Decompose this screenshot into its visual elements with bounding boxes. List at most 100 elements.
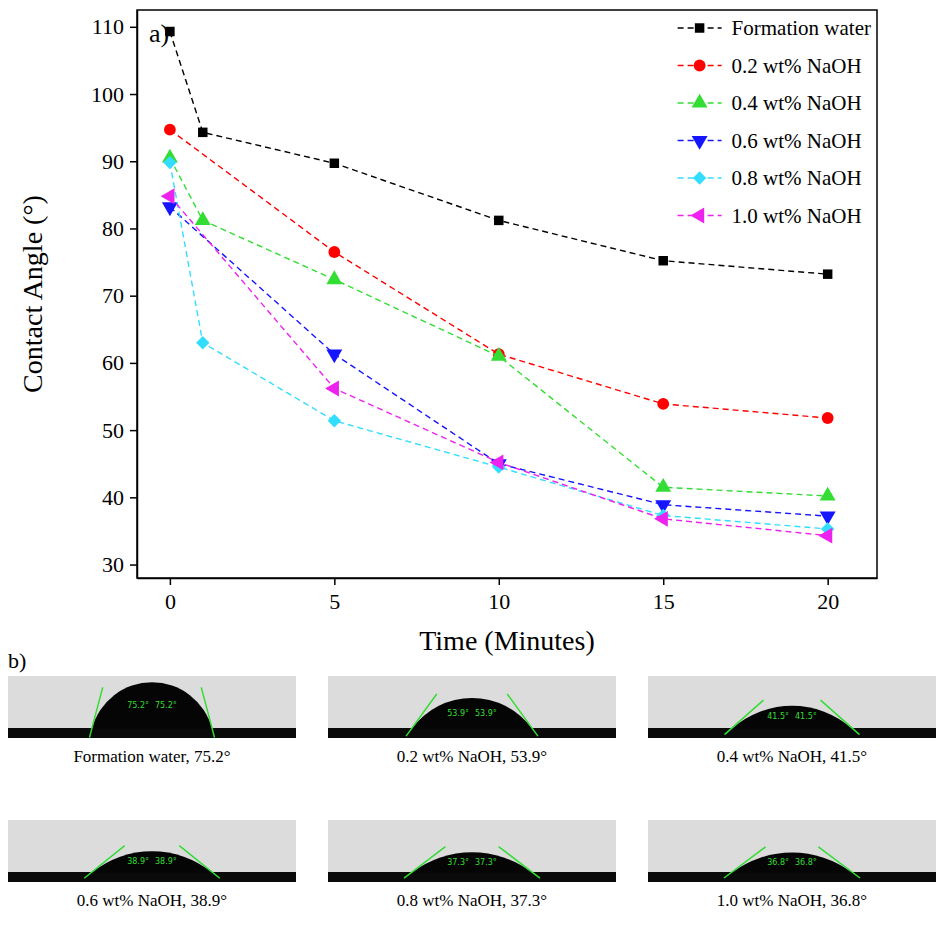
angle-label: 37.3° [447, 858, 469, 867]
panel-label: b) [8, 648, 26, 673]
data-point [326, 350, 342, 364]
droplet-background [328, 676, 616, 738]
substrate [648, 728, 936, 738]
legend-swatch-marker [692, 136, 708, 150]
y-tick-mark [130, 430, 137, 432]
y-tick: 50 [102, 418, 137, 443]
droplet [92, 682, 212, 728]
droplet-caption: Formation water, 75.2° [73, 747, 230, 766]
droplet-image: 36.8°36.8° [648, 820, 936, 882]
droplet [412, 852, 532, 872]
y-tick-mark [130, 161, 137, 163]
droplet-clip [8, 820, 296, 882]
series-line [170, 207, 828, 516]
droplet-caption: 0.2 wt% NaOH, 53.9° [397, 747, 547, 766]
data-point [328, 414, 341, 427]
data-point [163, 156, 176, 169]
data-point [490, 454, 504, 470]
droplet-background [648, 676, 936, 738]
data-point [822, 412, 834, 424]
x-tick-mark [334, 578, 336, 585]
droplet-image: 75.2° 75.2° [8, 676, 296, 738]
legend-entry: 0.2 wt% NaOH [678, 54, 862, 78]
angle-label: 75.2° [155, 701, 177, 710]
line-chart: 0510152030405060708090100110Time (Minute… [17, 10, 878, 656]
x-tick-mark [499, 578, 501, 585]
y-tick: 30 [102, 552, 137, 577]
y-tick-label: 70 [102, 283, 124, 308]
y-tick-label: 100 [91, 82, 124, 107]
droplet-clip [328, 676, 616, 738]
data-point [823, 269, 832, 278]
tangent-line [499, 847, 540, 879]
droplet-image: 41.5°41.5° [648, 676, 936, 738]
data-point [330, 159, 339, 168]
x-tick-mark [663, 578, 665, 585]
tangent-line [406, 694, 437, 736]
data-point [198, 128, 207, 137]
angle-label: 37.3° [475, 858, 497, 867]
data-point [491, 347, 507, 361]
y-axis-title: Contact Angle (°) [17, 195, 48, 393]
y-tick-mark [130, 497, 137, 499]
y-tick: 60 [102, 350, 137, 375]
data-point [162, 202, 178, 216]
x-tick: 0 [165, 578, 176, 614]
droplet-image: 37.3° 37.3° [328, 820, 616, 882]
series-line [170, 163, 828, 529]
x-axis-title: Time (Minutes) [419, 625, 595, 656]
angle-label: 38.9° [127, 857, 149, 866]
series-line [170, 196, 828, 535]
y-tick: 100 [91, 82, 137, 107]
x-tick: 20 [817, 578, 839, 614]
data-point [161, 188, 175, 204]
legend-entry: 1.0 wt% NaOH [678, 204, 862, 228]
droplet-caption: 1.0 wt% NaOH, 36.8° [717, 891, 867, 910]
y-tick-mark [130, 363, 137, 365]
droplet-clip [648, 820, 936, 882]
droplet [732, 853, 852, 873]
legend-entry: 0.8 wt% NaOH [678, 166, 862, 190]
x-tick: 15 [653, 578, 675, 614]
angle-label: 53.9° [475, 709, 497, 718]
legend-label: 0.2 wt% NaOH [732, 54, 862, 78]
legend-swatch-marker [693, 171, 706, 184]
legend-entry: 0.6 wt% NaOH [678, 129, 862, 153]
legend-label: 0.4 wt% NaOH [732, 91, 862, 115]
legend-entry: Formation water [678, 16, 871, 40]
series-line [170, 158, 828, 496]
legend-label: 0.6 wt% NaOH [732, 129, 862, 153]
data-point [820, 487, 836, 501]
droplet-clip [648, 676, 936, 738]
y-tick-label: 30 [102, 552, 124, 577]
data-point [494, 216, 503, 225]
legend-swatch-marker [692, 94, 708, 108]
tangent-line [818, 847, 860, 878]
droplet [732, 706, 852, 729]
x-tick-label: 10 [488, 589, 510, 614]
y-tick-label: 40 [102, 485, 124, 510]
data-point [164, 124, 176, 136]
data-point [654, 511, 668, 527]
legend-swatch-marker [695, 23, 704, 32]
tangent-line [179, 846, 219, 879]
x-tick-label: 20 [817, 589, 839, 614]
angle-label: 75.2° [127, 701, 149, 710]
tangent-line [507, 694, 538, 736]
x-tick: 10 [488, 578, 510, 614]
droplet [92, 851, 212, 872]
data-point [658, 256, 667, 265]
series-line [170, 130, 828, 418]
series [162, 202, 836, 525]
tangent-line [89, 687, 102, 737]
data-point [325, 380, 339, 396]
y-axis: 30405060708090100110 [91, 11, 138, 579]
legend-swatch-marker [690, 208, 704, 224]
droplet-clip [8, 676, 296, 738]
droplet-image: 53.9°53.9° [328, 676, 616, 738]
droplet-caption: 0.4 wt% NaOH, 41.5° [717, 747, 867, 766]
droplet-background [648, 820, 936, 882]
legend-swatch-marker [694, 60, 706, 72]
y-tick-mark [130, 27, 137, 29]
x-tick: 5 [329, 578, 340, 614]
